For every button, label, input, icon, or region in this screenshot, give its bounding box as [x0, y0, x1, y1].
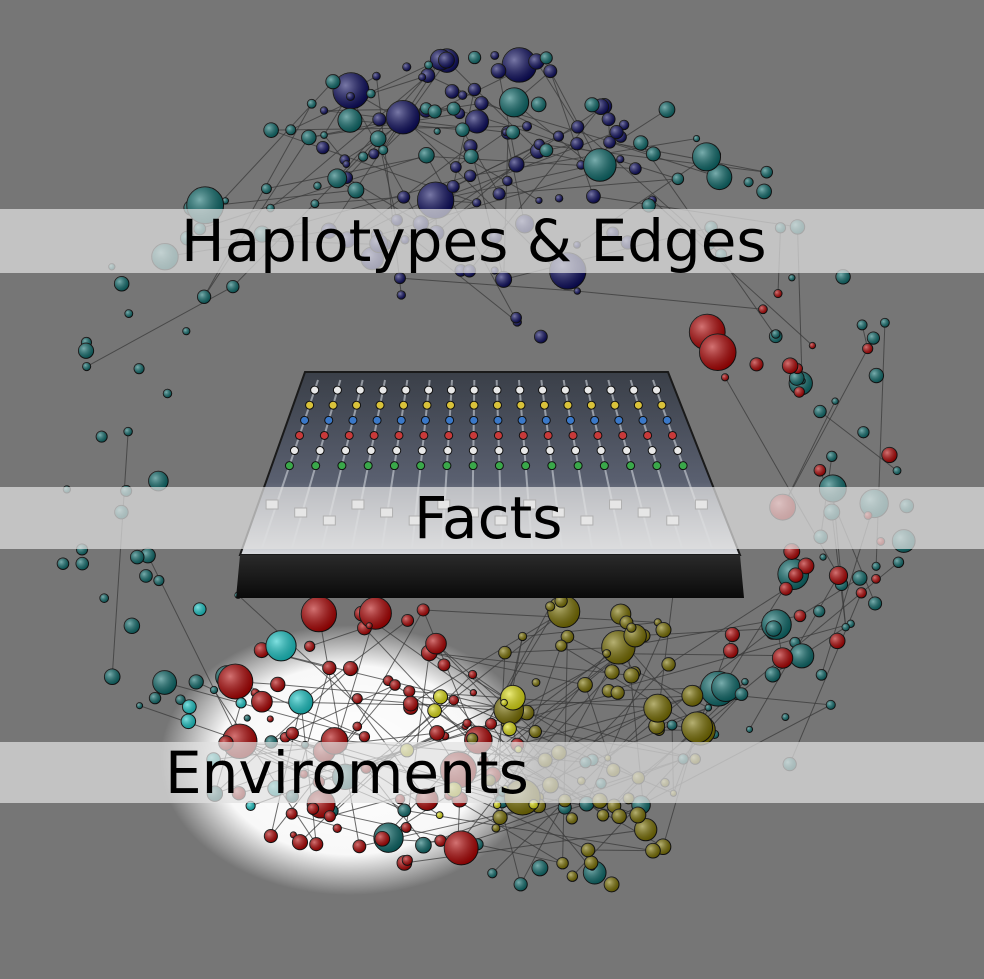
label-band-top: Haplotypes & Edges: [0, 209, 984, 273]
label-band-middle: Facts: [0, 487, 984, 549]
enviroments-label: Enviroments: [165, 738, 529, 807]
facts-label: Facts: [414, 484, 563, 552]
haplotypes-edges-label: Haplotypes & Edges: [181, 207, 767, 275]
label-band-bottom: Enviroments: [0, 742, 984, 803]
